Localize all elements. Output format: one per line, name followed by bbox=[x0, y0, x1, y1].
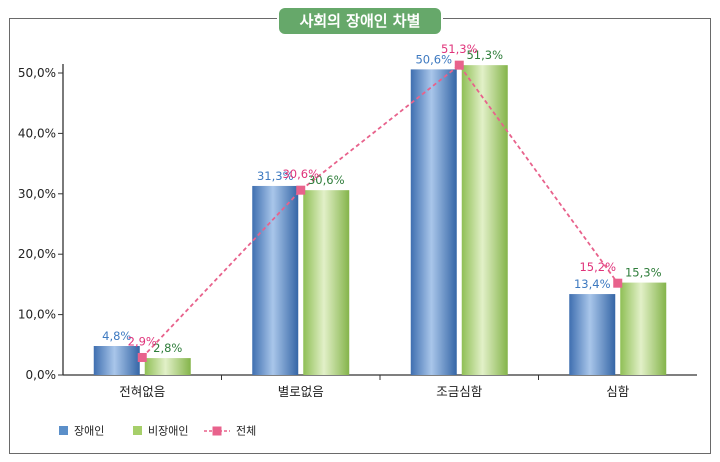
bar-disabled bbox=[569, 294, 616, 375]
data-labels: 4,8%2,8%31,3% 30,6%50,6% 51,3%13,4%15,3%2,… bbox=[102, 42, 661, 355]
legend-swatch-nondisabled bbox=[133, 426, 142, 435]
total-marker bbox=[613, 278, 623, 288]
data-label-nondisabled: 2,8% bbox=[153, 341, 182, 355]
total-marker bbox=[296, 185, 306, 195]
y-tick-label: 20,0% bbox=[18, 247, 56, 261]
x-tick-label: 별로없음 bbox=[278, 384, 324, 399]
legend-marker-total bbox=[212, 426, 222, 436]
legend-label-nondisabled: 비장애인 bbox=[148, 425, 188, 438]
data-label-total: 30,6% bbox=[282, 167, 319, 181]
total-line-path bbox=[141, 63, 619, 359]
bar-nondisabled bbox=[144, 358, 191, 375]
data-label-total: 2,9% bbox=[128, 334, 157, 348]
data-label-disabled: 4,8% bbox=[102, 329, 131, 343]
data-label-nondisabled: 51,3% bbox=[466, 48, 503, 62]
legend: 장애인 비장애인 전체 bbox=[59, 425, 256, 438]
data-label-disabled: 31,3% bbox=[257, 169, 294, 183]
data-label-total: 51,3% bbox=[441, 42, 478, 56]
total-line bbox=[137, 60, 623, 362]
y-tick-label: 10,0% bbox=[18, 308, 56, 322]
x-tick-label: 심함 bbox=[606, 384, 630, 399]
total-marker bbox=[454, 60, 464, 70]
data-label-disabled: 50,6% bbox=[415, 52, 452, 66]
y-tick-label: 30,0% bbox=[18, 187, 56, 201]
total-marker bbox=[137, 352, 147, 362]
legend-swatch-disabled bbox=[59, 426, 68, 435]
bar-disabled bbox=[410, 69, 457, 375]
data-label-nondisabled: 30,6% bbox=[308, 173, 345, 187]
x-tick-label: 조금심함 bbox=[436, 384, 483, 399]
y-tick-label: 50,0% bbox=[18, 66, 56, 80]
y-tick-label: 0,0% bbox=[26, 368, 57, 382]
y-tick-label: 40,0% bbox=[18, 126, 56, 140]
chart-frame bbox=[9, 18, 711, 454]
x-tick-label: 전혀없음 bbox=[119, 384, 165, 399]
legend-label-disabled: 장애인 bbox=[74, 425, 104, 438]
bar-disabled bbox=[93, 346, 140, 375]
bars bbox=[93, 65, 667, 375]
chart-title: 사회의 장애인 차별 bbox=[279, 8, 441, 34]
data-label-nondisabled: 15,3% bbox=[625, 266, 662, 280]
data-label-disabled: 13,4% bbox=[574, 277, 611, 291]
bar-nondisabled bbox=[620, 282, 667, 375]
legend-label-total: 전체 bbox=[236, 425, 256, 438]
data-label-total: 15,2% bbox=[579, 260, 616, 274]
bar-nondisabled bbox=[303, 190, 350, 375]
bar-disabled bbox=[252, 185, 299, 375]
bar-nondisabled bbox=[461, 65, 508, 375]
